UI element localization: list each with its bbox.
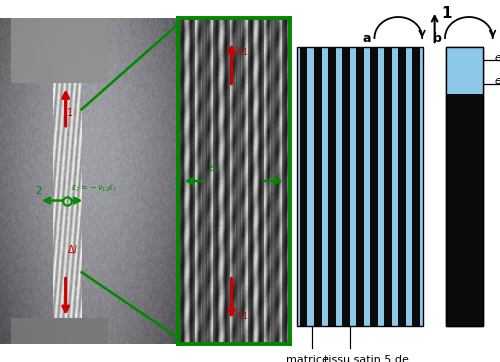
Text: $e_m/2$: $e_m/2$ [494,52,500,66]
Bar [370,47,378,326]
Text: a: a [362,31,370,45]
Bar [446,47,484,73]
Bar [300,47,308,326]
Bar [10,18,108,83]
Bar [202,18,206,344]
Bar [384,47,392,326]
Bar [10,318,108,344]
Bar [214,18,218,344]
Text: matrice: matrice [286,355,329,362]
Text: $\varepsilon_1$: $\varepsilon_1$ [236,46,248,58]
Bar [342,47,349,326]
Bar [446,73,484,94]
Bar [282,18,287,344]
Text: 1: 1 [66,108,72,118]
Bar [328,47,336,326]
Bar [248,18,252,344]
Bar [412,47,420,326]
Bar [260,18,264,344]
Bar [190,18,195,344]
Bar [356,47,364,326]
Text: 2: 2 [36,186,42,196]
Bar [446,47,484,326]
Text: b: b [432,31,442,45]
Bar [314,47,322,326]
Text: tissu satin 5 de
fibres de carbone: tissu satin 5 de fibres de carbone [318,355,415,362]
Text: $\Delta l$: $\Delta l$ [66,243,78,255]
Bar [179,18,184,344]
Text: $\varepsilon_2$: $\varepsilon_2$ [208,163,220,175]
Bar [446,47,484,326]
Text: $\varepsilon_1$: $\varepsilon_1$ [236,310,248,321]
Text: 1: 1 [441,6,452,21]
Bar [398,47,406,326]
Bar [236,18,241,344]
Text: $e_t$: $e_t$ [494,76,500,88]
Bar [225,18,230,344]
Bar [271,18,276,344]
Bar [296,47,423,326]
Text: $\varepsilon_2=-\nu_{12}\varepsilon_1$: $\varepsilon_2=-\nu_{12}\varepsilon_1$ [71,184,118,194]
